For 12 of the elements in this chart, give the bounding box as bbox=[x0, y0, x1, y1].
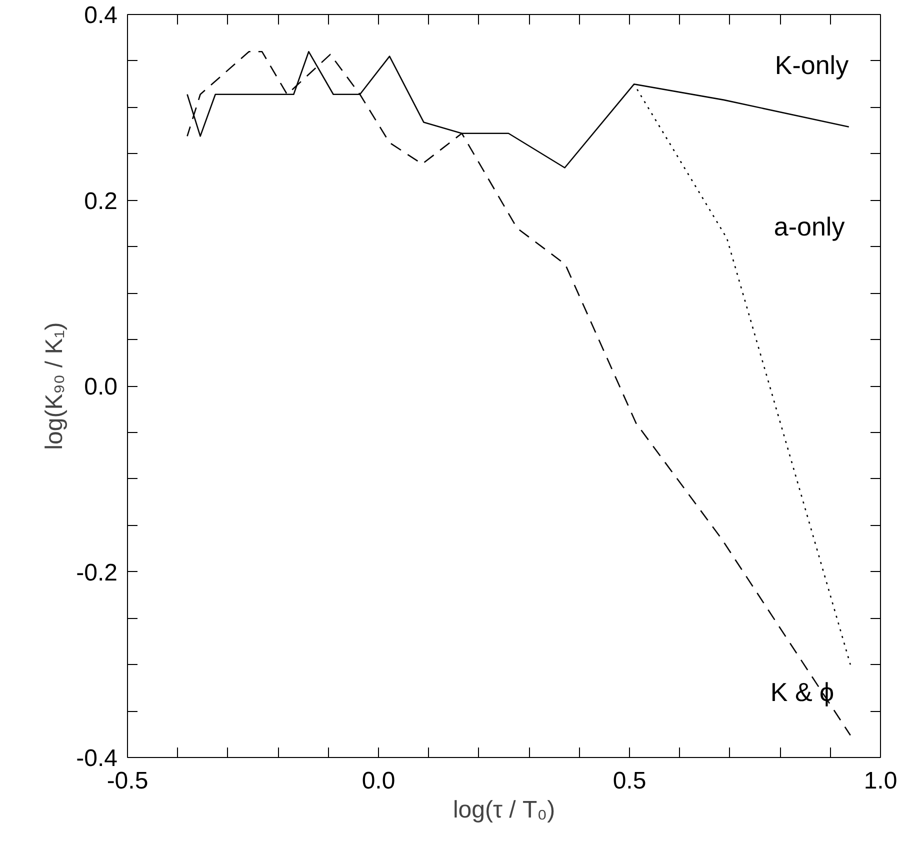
x-tick-label: 0.5 bbox=[612, 768, 646, 794]
y-tick-label: 0.2 bbox=[84, 188, 118, 215]
y-tick-label: 0.4 bbox=[84, 2, 118, 29]
x-axis-title: log(τ / T₀) bbox=[452, 796, 556, 824]
y-tick-label: -0.2 bbox=[76, 559, 118, 586]
y-axis-title: log(K₉₀ / K₁) bbox=[41, 322, 68, 450]
x-tick-label: 1.0 bbox=[864, 768, 898, 794]
y-tick-label: 0.0 bbox=[84, 374, 118, 400]
legend-label: K-only bbox=[774, 50, 849, 80]
series-label: a-only bbox=[774, 211, 845, 242]
series-label: K & ϕ bbox=[770, 677, 834, 708]
x-tick-label: 0.0 bbox=[362, 768, 396, 794]
